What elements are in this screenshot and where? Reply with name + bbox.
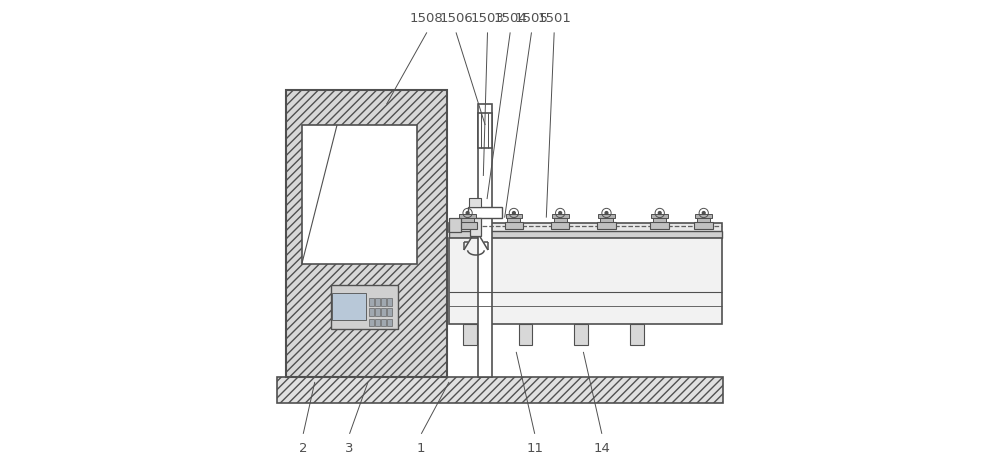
Bar: [459, 214, 476, 218]
Bar: [653, 218, 666, 222]
Text: 2: 2: [299, 442, 307, 455]
Circle shape: [513, 212, 515, 214]
Bar: [449, 218, 461, 232]
Text: 1508: 1508: [410, 13, 444, 25]
Text: 1: 1: [417, 442, 426, 455]
Bar: [449, 238, 722, 324]
Circle shape: [559, 212, 562, 214]
Bar: [469, 198, 481, 207]
Text: 11: 11: [526, 442, 543, 455]
Bar: [695, 214, 712, 218]
Bar: [470, 218, 481, 236]
Bar: [478, 113, 492, 148]
Bar: [597, 222, 616, 229]
Bar: [449, 231, 722, 238]
Bar: [600, 218, 613, 222]
Bar: [375, 298, 380, 306]
Text: 1505: 1505: [515, 13, 548, 25]
Bar: [375, 319, 380, 326]
Bar: [651, 214, 668, 218]
Text: 1506: 1506: [439, 13, 473, 25]
Bar: [506, 214, 522, 218]
Bar: [302, 125, 417, 264]
Bar: [519, 324, 532, 345]
Bar: [381, 319, 386, 326]
Bar: [387, 298, 392, 306]
Bar: [554, 218, 567, 222]
Bar: [331, 285, 398, 329]
Bar: [552, 214, 569, 218]
Bar: [369, 298, 374, 306]
Bar: [468, 207, 502, 218]
Bar: [458, 222, 477, 229]
Bar: [694, 222, 713, 229]
Text: 1503: 1503: [471, 13, 504, 25]
Bar: [277, 377, 723, 403]
Bar: [650, 222, 669, 229]
Bar: [630, 324, 644, 345]
Bar: [598, 214, 615, 218]
Bar: [463, 324, 477, 345]
Circle shape: [466, 212, 469, 214]
Bar: [505, 222, 523, 229]
Bar: [461, 218, 474, 222]
Bar: [551, 222, 569, 229]
Circle shape: [658, 212, 661, 214]
Bar: [697, 218, 710, 222]
Bar: [507, 218, 520, 222]
Bar: [574, 324, 588, 345]
Circle shape: [702, 212, 705, 214]
Bar: [478, 104, 492, 377]
Bar: [381, 308, 386, 316]
Bar: [332, 293, 366, 320]
Bar: [381, 298, 386, 306]
Bar: [375, 308, 380, 316]
Bar: [449, 223, 722, 232]
Bar: [369, 308, 374, 316]
Text: 14: 14: [593, 442, 610, 455]
Text: 1504: 1504: [493, 13, 527, 25]
Bar: [286, 90, 447, 377]
Circle shape: [605, 212, 608, 214]
Bar: [387, 319, 392, 326]
Text: 3: 3: [345, 442, 354, 455]
Text: 1501: 1501: [537, 13, 571, 25]
Bar: [387, 308, 392, 316]
Bar: [369, 319, 374, 326]
